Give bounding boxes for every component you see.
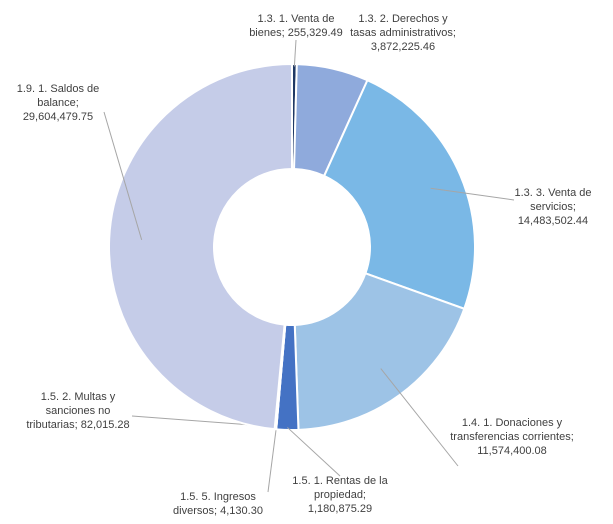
value-label: 29,604,479.75 <box>22 111 94 123</box>
category-label: 1.3. 1. Venta de bienes; <box>249 13 335 39</box>
category-label: 1.3. 3. Venta de servicios; <box>514 187 592 213</box>
category-label: 1.3. 2. Derechos y tasas administrativos… <box>350 13 456 39</box>
category-label: 1.5. 2. Multas y sanciones no tributaria… <box>26 391 116 431</box>
data-label: 1.9. 1. Saldos de balance; 29,604,479.75 <box>6 82 110 124</box>
data-label: 1.3. 1. Venta de bienes; 255,329.49 <box>240 12 352 40</box>
value-label: 1,180,875.29 <box>307 503 373 515</box>
leader-line <box>430 187 515 201</box>
category-label: 1.9. 1. Saldos de balance; <box>16 83 100 109</box>
donut-slice <box>108 62 293 431</box>
category-label: 1.4. 1. Donaciones y transferencias corr… <box>450 417 574 443</box>
leader-line <box>380 368 459 467</box>
category-label: 1.5. 1. Rentas de la propiedad; <box>292 475 388 501</box>
data-label: 1.5. 2. Multas y sanciones no tributaria… <box>26 390 130 432</box>
leader-line <box>103 111 143 240</box>
leader-line <box>293 39 297 67</box>
donut-slice <box>293 272 466 431</box>
value-label: 82,015.28 <box>80 419 130 431</box>
value-label: 255,329.49 <box>287 27 343 39</box>
leader-line <box>267 426 277 493</box>
value-label: 14,483,502.44 <box>517 215 589 227</box>
data-label: 1.5. 5. Ingresos diversos; 4,130.30 <box>163 490 273 518</box>
data-label: 1.3. 3. Venta de servicios; 14,483,502.4… <box>503 186 603 228</box>
leader-line <box>287 427 341 477</box>
donut-slice <box>322 78 476 311</box>
value-label: 3,872,225.46 <box>370 41 436 53</box>
value-label: 4,130.30 <box>220 505 263 517</box>
data-label: 1.4. 1. Donaciones y transferencias corr… <box>446 416 578 458</box>
data-label: 1.5. 1. Rentas de la propiedad; 1,180,87… <box>285 474 395 516</box>
category-label: 1.5. 5. Ingresos diversos; <box>173 491 256 517</box>
value-label: 11,574,400.08 <box>477 445 547 457</box>
data-label: 1.3. 2. Derechos y tasas administrativos… <box>348 12 458 54</box>
